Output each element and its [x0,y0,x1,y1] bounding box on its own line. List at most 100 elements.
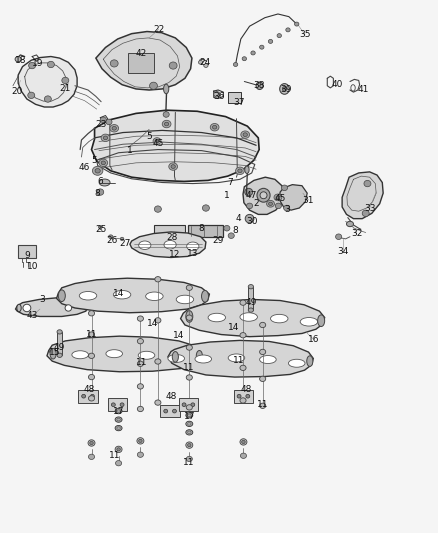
Ellipse shape [224,225,230,231]
Ellipse shape [214,92,220,97]
Bar [228,92,241,103]
Ellipse shape [139,439,142,442]
Ellipse shape [257,188,270,202]
Ellipse shape [15,56,21,62]
Ellipse shape [90,394,94,398]
Polygon shape [18,56,77,107]
Ellipse shape [88,332,95,337]
Ellipse shape [282,185,288,191]
Ellipse shape [191,403,195,407]
Text: 45: 45 [152,139,163,148]
Ellipse shape [62,77,69,84]
Text: 11: 11 [233,356,244,365]
Ellipse shape [162,120,171,128]
Polygon shape [154,225,185,233]
Ellipse shape [176,295,194,304]
Text: 25: 25 [95,225,107,234]
Ellipse shape [248,285,254,289]
Ellipse shape [49,350,53,353]
Bar [78,390,98,402]
Ellipse shape [268,39,273,43]
Text: 13: 13 [187,249,198,259]
Ellipse shape [240,365,246,370]
Text: 23: 23 [95,119,107,128]
Ellipse shape [138,316,144,321]
Text: 3: 3 [39,295,45,304]
Ellipse shape [17,304,21,312]
Text: 24: 24 [199,59,210,67]
Text: 14: 14 [147,319,158,328]
Ellipse shape [155,359,161,364]
Ellipse shape [260,376,266,382]
Ellipse shape [346,221,353,227]
Ellipse shape [139,241,151,249]
Text: 11: 11 [109,451,120,460]
Ellipse shape [57,353,62,358]
Text: 14: 14 [228,323,239,332]
Ellipse shape [99,225,102,229]
Ellipse shape [186,456,192,462]
Ellipse shape [88,353,95,359]
Ellipse shape [364,180,371,187]
Text: 18: 18 [15,56,27,65]
Ellipse shape [164,409,168,413]
Ellipse shape [208,313,226,322]
Bar [57,332,62,356]
Text: 47: 47 [246,191,258,200]
Bar [128,53,154,73]
Ellipse shape [112,126,117,130]
Text: 41: 41 [357,85,369,94]
Text: 37: 37 [233,98,244,107]
Ellipse shape [95,168,100,173]
Ellipse shape [110,60,118,67]
Ellipse shape [88,374,95,379]
Ellipse shape [187,242,199,251]
Ellipse shape [280,84,289,94]
Ellipse shape [173,409,177,413]
Ellipse shape [155,318,161,323]
Ellipse shape [288,359,305,367]
Ellipse shape [241,131,250,139]
Ellipse shape [92,166,103,175]
Ellipse shape [101,161,106,165]
Ellipse shape [79,292,97,300]
Ellipse shape [138,351,155,359]
Ellipse shape [138,338,144,344]
Ellipse shape [186,413,193,418]
Ellipse shape [113,290,131,299]
Ellipse shape [155,139,159,143]
Ellipse shape [57,330,62,334]
Ellipse shape [99,179,110,186]
Ellipse shape [300,318,318,326]
Ellipse shape [171,165,175,168]
Text: 12: 12 [169,251,180,260]
Ellipse shape [97,189,104,195]
Ellipse shape [163,112,169,117]
Ellipse shape [81,394,85,398]
Ellipse shape [204,63,208,67]
Ellipse shape [186,442,193,448]
Ellipse shape [138,452,144,457]
Text: 49: 49 [54,343,65,352]
Text: 15: 15 [49,348,60,357]
Ellipse shape [111,403,115,407]
Ellipse shape [28,92,35,99]
Ellipse shape [210,124,219,131]
Ellipse shape [336,234,342,239]
Text: 8: 8 [95,189,100,198]
Ellipse shape [106,119,112,125]
Ellipse shape [283,86,287,91]
Text: 5: 5 [92,156,97,165]
Text: 30: 30 [247,217,258,226]
Ellipse shape [169,163,177,170]
Text: 20: 20 [11,86,23,95]
Text: 46: 46 [79,163,90,172]
Ellipse shape [294,22,299,26]
Polygon shape [180,300,325,337]
Polygon shape [168,341,313,377]
Ellipse shape [362,210,369,216]
Ellipse shape [195,355,212,363]
Polygon shape [15,297,88,317]
Ellipse shape [245,214,254,223]
Text: 21: 21 [60,84,71,93]
